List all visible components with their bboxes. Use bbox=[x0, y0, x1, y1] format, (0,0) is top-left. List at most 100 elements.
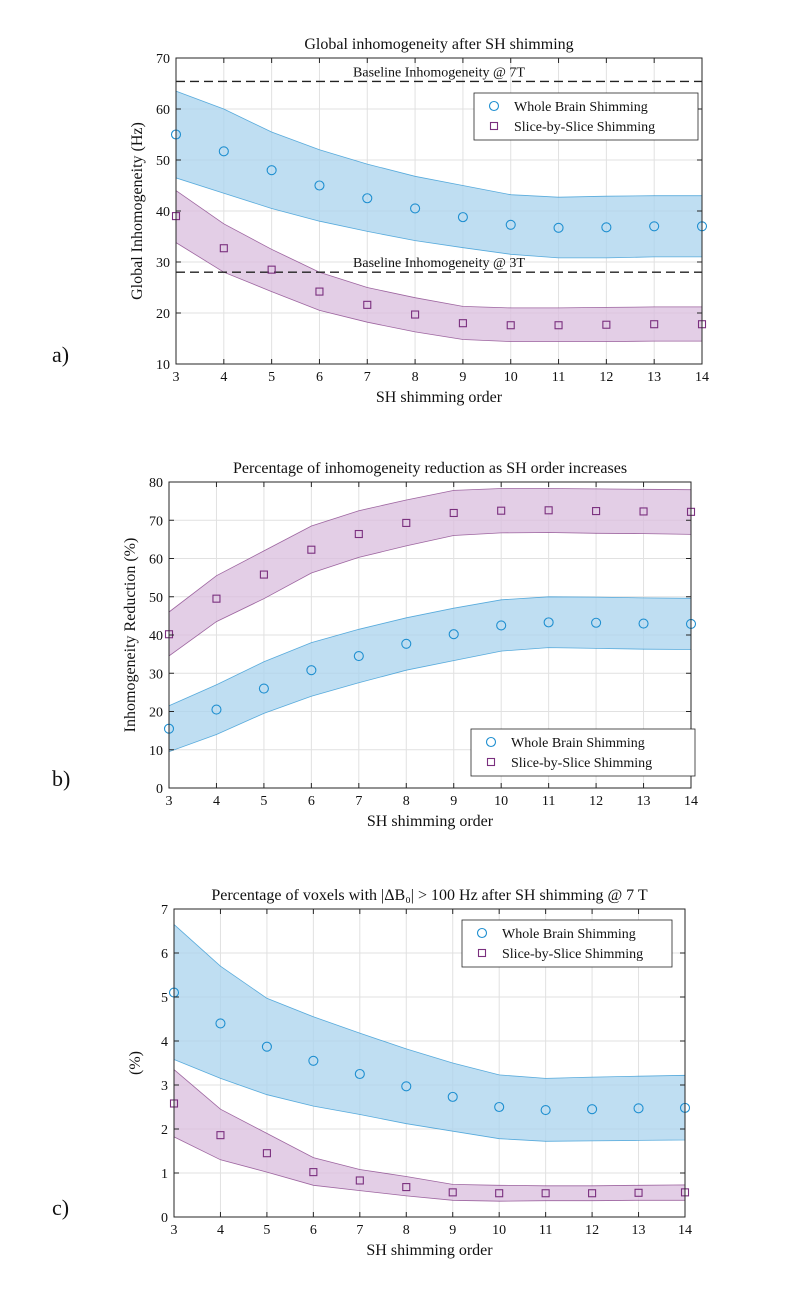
point-slice-by-slice bbox=[541, 1189, 550, 1198]
point-slice-by-slice bbox=[262, 1149, 271, 1158]
x-tick-label: 4 bbox=[217, 1223, 224, 1238]
point-whole-brain bbox=[362, 193, 373, 204]
y-tick-label: 0 bbox=[156, 782, 163, 797]
y-tick-label: 50 bbox=[156, 154, 170, 169]
y-tick-label: 40 bbox=[149, 629, 163, 644]
x-tick-label: 6 bbox=[316, 370, 323, 385]
point-whole-brain bbox=[266, 165, 277, 176]
legend-label: Whole Brain Shimming bbox=[514, 100, 648, 115]
point-slice-by-slice bbox=[402, 518, 411, 527]
y-tick-label: 30 bbox=[149, 667, 163, 682]
legend-box bbox=[473, 92, 699, 141]
point-whole-brain bbox=[354, 1068, 365, 1080]
panel-label: c) bbox=[52, 1195, 69, 1220]
y-tick-label: 60 bbox=[149, 553, 163, 568]
point-whole-brain bbox=[401, 1081, 412, 1092]
y-tick-label: 5 bbox=[161, 991, 168, 1006]
point-slice-by-slice bbox=[497, 506, 506, 515]
point-slice-by-slice bbox=[458, 319, 467, 328]
y-tick-label: 10 bbox=[156, 358, 170, 373]
point-slice-by-slice bbox=[588, 1189, 597, 1198]
x-tick-label: 5 bbox=[268, 370, 275, 385]
point-whole-brain bbox=[353, 650, 364, 662]
legend-box bbox=[470, 728, 696, 777]
y-axis-label: Global Inhomogeneity (Hz) bbox=[129, 122, 146, 300]
axes-box bbox=[173, 908, 686, 1218]
legend-marker-slice-by-slice bbox=[489, 121, 499, 131]
legend-marker-whole-brain bbox=[488, 100, 500, 112]
panel-a: Baseline Inhomogeneity @ 7T Baseline Inho… bbox=[52, 36, 709, 406]
point-slice-by-slice bbox=[554, 321, 563, 330]
x-tick-label: 7 bbox=[355, 794, 362, 809]
x-tick-label: 10 bbox=[492, 1223, 506, 1238]
point-slice-by-slice bbox=[355, 1176, 364, 1185]
point-whole-brain bbox=[540, 1105, 551, 1116]
point-whole-brain bbox=[401, 638, 412, 649]
chart-title: Percentage of inhomogeneity reduction as… bbox=[233, 460, 627, 477]
panel-b: 3 4 5 6 7 8 9 10 11 12 13 14 0 10 20 30 40 50 60 70 80 Percen… bbox=[52, 460, 698, 830]
point-whole-brain bbox=[553, 222, 564, 233]
x-tick-label: 5 bbox=[260, 794, 267, 809]
point-whole-brain bbox=[649, 221, 660, 232]
x-tick-label: 7 bbox=[364, 370, 371, 385]
point-whole-brain bbox=[447, 1091, 458, 1102]
y-tick-label: 2 bbox=[161, 1123, 168, 1138]
panel-label: b) bbox=[52, 766, 70, 791]
y-tick-label: 10 bbox=[149, 744, 163, 759]
y-axis-label: Inhomogeneity Reduction (%) bbox=[122, 538, 139, 733]
point-slice-by-slice bbox=[506, 321, 515, 330]
point-slice-by-slice bbox=[212, 594, 221, 603]
point-slice-by-slice bbox=[309, 1168, 318, 1177]
x-tick-label: 13 bbox=[637, 794, 651, 809]
x-tick-label: 10 bbox=[494, 794, 508, 809]
panel-label: a) bbox=[52, 342, 69, 367]
point-slice-by-slice bbox=[315, 287, 324, 296]
y-tick-label: 6 bbox=[161, 947, 168, 962]
x-tick-label: 13 bbox=[632, 1223, 646, 1238]
chart-title: Percentage of voxels with |ΔB₀| > 100 Hz… bbox=[211, 887, 648, 904]
x-axis-label: SH shimming order bbox=[376, 389, 503, 406]
x-tick-label: 9 bbox=[450, 794, 457, 809]
x-tick-label: 12 bbox=[589, 794, 603, 809]
point-slice-by-slice bbox=[634, 1188, 643, 1197]
point-slice-by-slice bbox=[449, 508, 458, 518]
point-slice-by-slice bbox=[216, 1131, 225, 1140]
legend-marker-slice-by-slice bbox=[477, 948, 487, 958]
x-tick-label: 12 bbox=[585, 1223, 599, 1238]
x-tick-label: 8 bbox=[403, 794, 410, 809]
y-tick-label: 20 bbox=[156, 307, 170, 322]
y-tick-label: 40 bbox=[156, 205, 170, 220]
y-tick-label: 20 bbox=[149, 706, 163, 721]
y-tick-label: 3 bbox=[161, 1079, 168, 1094]
chart-title: Global inhomogeneity after SH shimming bbox=[304, 36, 573, 53]
x-tick-label: 6 bbox=[310, 1223, 317, 1238]
y-tick-label: 70 bbox=[156, 52, 170, 67]
x-tick-label: 4 bbox=[220, 370, 227, 385]
point-whole-brain bbox=[587, 1104, 598, 1115]
x-tick-label: 8 bbox=[412, 370, 419, 385]
x-tick-label: 14 bbox=[678, 1223, 692, 1238]
point-slice-by-slice bbox=[259, 570, 268, 579]
x-tick-label: 12 bbox=[599, 370, 613, 385]
x-tick-label: 13 bbox=[647, 370, 661, 385]
x-tick-label: 5 bbox=[263, 1223, 270, 1238]
point-slice-by-slice bbox=[354, 529, 363, 539]
point-slice-by-slice bbox=[307, 545, 316, 554]
point-whole-brain bbox=[457, 212, 468, 223]
legend-label: Whole Brain Shimming bbox=[502, 927, 636, 942]
point-slice-by-slice bbox=[448, 1188, 457, 1197]
point-slice-by-slice bbox=[402, 1183, 411, 1192]
point-whole-brain bbox=[601, 222, 612, 233]
point-slice-by-slice bbox=[592, 507, 601, 516]
x-tick-label: 10 bbox=[504, 370, 518, 385]
baseline-label: Baseline Inhomogeneity @ 7T bbox=[353, 65, 525, 80]
x-tick-label: 3 bbox=[166, 794, 173, 809]
y-tick-label: 80 bbox=[149, 476, 163, 491]
legend-label: Slice-by-Slice Shimming bbox=[514, 120, 655, 135]
point-whole-brain bbox=[314, 180, 325, 191]
point-slice-by-slice bbox=[650, 320, 659, 329]
x-tick-label: 11 bbox=[542, 794, 555, 809]
legend-marker-whole-brain bbox=[476, 927, 488, 939]
x-tick-label: 8 bbox=[403, 1223, 410, 1238]
